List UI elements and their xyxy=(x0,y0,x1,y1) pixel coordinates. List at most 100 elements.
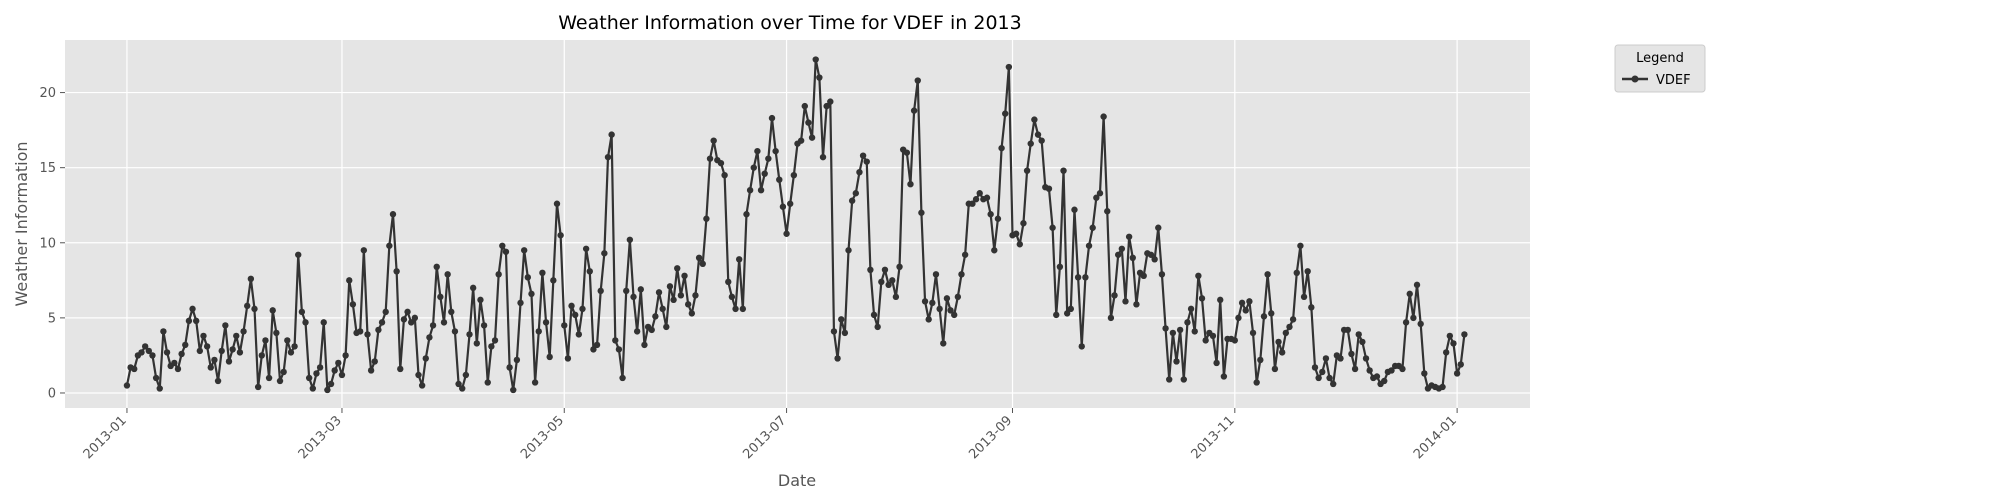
data-point xyxy=(335,359,342,367)
data-point xyxy=(703,215,710,222)
data-point xyxy=(1198,295,1206,302)
data-point xyxy=(1016,241,1023,248)
data-point xyxy=(506,364,513,371)
data-point xyxy=(1322,355,1330,362)
data-point xyxy=(684,301,692,308)
data-point xyxy=(382,308,389,316)
data-point xyxy=(575,331,583,338)
data-point xyxy=(367,367,375,374)
data-point xyxy=(462,371,470,379)
data-point xyxy=(145,347,153,355)
data-point xyxy=(1169,329,1177,337)
data-point xyxy=(491,337,499,344)
data-point xyxy=(601,250,608,257)
data-point xyxy=(466,331,473,338)
data-point xyxy=(469,284,477,292)
data-point xyxy=(1359,338,1366,346)
data-point xyxy=(1450,340,1457,347)
data-point xyxy=(597,287,604,295)
grid xyxy=(65,40,1530,408)
data-point xyxy=(812,56,819,63)
data-point xyxy=(1202,337,1209,344)
data-point xyxy=(1249,329,1257,337)
data-point xyxy=(1461,331,1468,338)
data-point xyxy=(502,248,510,255)
data-point xyxy=(754,147,761,155)
data-point xyxy=(207,364,214,371)
x-axis-ticks: 2013-01 2013-03 2013-05 2013-07 2013-09 2013-… xyxy=(81,408,1460,462)
data-point xyxy=(692,292,699,299)
data-point xyxy=(200,332,207,340)
data-point xyxy=(331,367,338,374)
y-tick-label: 20 xyxy=(39,86,56,101)
data-point xyxy=(316,364,324,371)
data-point xyxy=(459,385,466,392)
data-point xyxy=(477,296,484,304)
data-point xyxy=(535,328,542,335)
data-point xyxy=(152,374,160,382)
data-point xyxy=(174,365,182,373)
data-point xyxy=(728,293,736,301)
data-point xyxy=(1300,293,1308,301)
data-point xyxy=(302,319,309,326)
data-point xyxy=(141,343,149,350)
y-axis-ticks: 0 5 10 15 20 xyxy=(39,86,65,401)
data-point xyxy=(404,308,411,316)
data-point xyxy=(356,328,364,335)
data-point xyxy=(630,293,637,301)
data-point xyxy=(1104,208,1111,215)
data-point xyxy=(929,299,936,307)
data-point xyxy=(655,289,663,296)
data-point xyxy=(397,365,404,373)
data-point xyxy=(1147,251,1155,258)
data-point xyxy=(364,331,371,338)
data-point xyxy=(1293,269,1300,277)
data-point xyxy=(1260,313,1268,320)
data-point xyxy=(1034,131,1042,138)
legend-series-label: VDEF xyxy=(1656,73,1691,88)
data-point xyxy=(1158,271,1166,278)
data-point xyxy=(863,158,870,165)
data-point xyxy=(983,194,991,201)
data-point xyxy=(295,251,302,258)
data-point xyxy=(393,268,400,275)
data-point xyxy=(867,266,874,274)
data-point xyxy=(954,293,962,301)
data-point xyxy=(608,131,615,138)
y-tick-label: 15 xyxy=(39,161,56,176)
data-point xyxy=(615,346,623,353)
data-point xyxy=(247,275,255,283)
data-point xyxy=(976,190,983,197)
data-point xyxy=(1082,274,1089,281)
data-point xyxy=(1217,296,1224,304)
data-point xyxy=(422,355,429,362)
data-point xyxy=(772,147,779,155)
data-point xyxy=(790,171,798,179)
data-point xyxy=(779,203,787,210)
data-point xyxy=(914,77,921,84)
data-point xyxy=(732,305,739,313)
data-point xyxy=(240,328,247,335)
data-point xyxy=(936,305,943,313)
data-point xyxy=(418,382,426,389)
data-point xyxy=(1049,224,1056,231)
data-point xyxy=(1330,380,1337,388)
data-point xyxy=(706,155,714,162)
data-point xyxy=(958,271,965,278)
data-point xyxy=(579,305,586,313)
data-point xyxy=(342,352,349,359)
x-tick-label: 2013-07 xyxy=(740,413,789,462)
data-point xyxy=(1410,314,1417,322)
data-point xyxy=(1056,263,1064,271)
data-point xyxy=(819,153,827,161)
data-point xyxy=(473,340,480,347)
data-point xyxy=(222,322,229,329)
data-point xyxy=(160,328,167,335)
data-point xyxy=(1093,194,1100,201)
chart-title: Weather Information over Time for VDEF i… xyxy=(558,12,1022,34)
data-point xyxy=(1235,314,1242,322)
data-point xyxy=(830,328,838,335)
data-point xyxy=(710,137,717,144)
data-point xyxy=(1005,63,1013,71)
data-point xyxy=(991,247,998,254)
